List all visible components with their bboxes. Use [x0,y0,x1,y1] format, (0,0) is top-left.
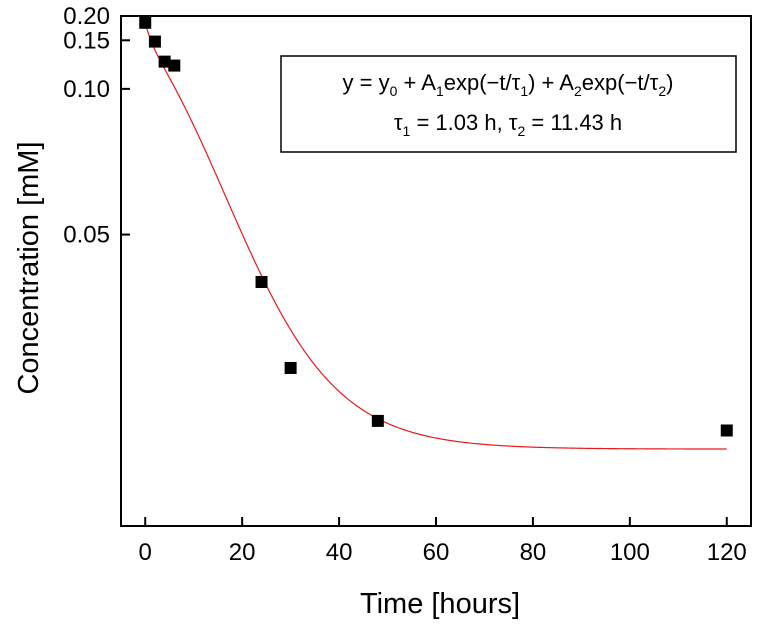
legend-box: y = y0 + A1exp(−t/τ1) + A2exp(−t/τ2) τ1 … [280,55,737,153]
data-point [284,361,297,374]
data-point [168,59,181,72]
data-point [255,276,268,289]
fit-equation: y = y0 + A1exp(−t/τ1) + A2exp(−t/τ2) [343,70,674,99]
x-tick-label: 20 [229,539,256,566]
x-tick-label: 60 [423,539,450,566]
data-points [139,16,733,437]
plot-frame [120,15,752,527]
data-point [148,35,161,48]
y-tick-label: 0.05 [63,222,110,249]
fit-curve [144,22,727,450]
x-tick-label: 80 [520,539,547,566]
y-tick-label: 0.20 [63,3,110,30]
x-tick-label: 120 [707,539,747,566]
data-point [158,55,171,68]
data-point [720,424,733,437]
x-tick-label: 40 [326,539,353,566]
x-tick-label: 0 [139,539,152,566]
data-point [371,414,384,427]
y-axis-title: Concentration [mM] [13,141,45,394]
y-tick-label: 0.15 [63,27,110,54]
x-tick-label: 100 [610,539,650,566]
fit-parameters: τ1 = 1.03 h, τ2 = 11.43 h [394,110,622,139]
fit-layer [144,22,727,450]
axis-ticks: 0 20 40 60 80 100 120 0.05 0.10 0.150.20 [63,3,747,566]
data-point [139,16,152,29]
y-tick-label: 0.10 [63,76,110,103]
legend-frame [280,55,737,153]
x-axis-title: Time [hours] [360,588,520,620]
